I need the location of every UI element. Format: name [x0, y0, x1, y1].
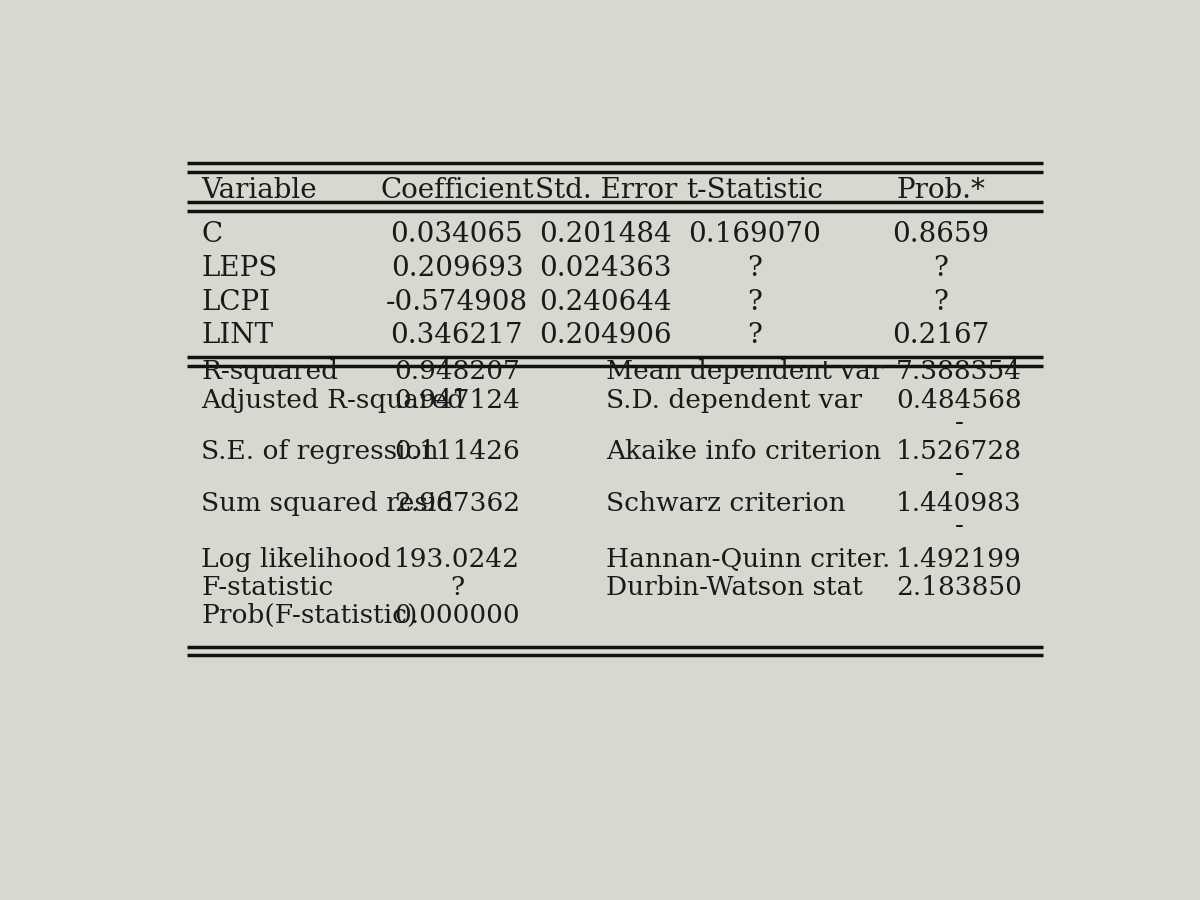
- Text: LCPI: LCPI: [202, 289, 270, 316]
- Text: ?: ?: [934, 289, 948, 316]
- Text: 0.240644: 0.240644: [540, 289, 672, 316]
- Text: S.D. dependent var: S.D. dependent var: [606, 388, 862, 413]
- Text: F-statistic: F-statistic: [202, 575, 334, 600]
- Text: 0.8659: 0.8659: [892, 220, 989, 248]
- Text: 0.169070: 0.169070: [688, 220, 821, 248]
- Text: 0.000000: 0.000000: [394, 603, 520, 628]
- Text: ?: ?: [450, 575, 464, 600]
- Text: ?: ?: [748, 255, 762, 282]
- Text: S.E. of regression: S.E. of regression: [202, 439, 439, 464]
- Text: Coefficient: Coefficient: [380, 177, 534, 204]
- Text: 2.183850: 2.183850: [896, 575, 1022, 600]
- Text: 0.948207: 0.948207: [394, 359, 520, 383]
- Text: 1.526728: 1.526728: [896, 439, 1022, 464]
- Text: Schwarz criterion: Schwarz criterion: [606, 491, 845, 516]
- Text: Hannan-Quinn criter.: Hannan-Quinn criter.: [606, 547, 890, 572]
- Text: Adjusted R-squared: Adjusted R-squared: [202, 388, 464, 413]
- Text: Durbin-Watson stat: Durbin-Watson stat: [606, 575, 863, 600]
- Text: 0.209693: 0.209693: [391, 255, 523, 282]
- Text: 0.346217: 0.346217: [390, 322, 523, 349]
- Text: 0.204906: 0.204906: [539, 322, 672, 349]
- Text: LINT: LINT: [202, 322, 274, 349]
- Text: 1.492199: 1.492199: [896, 547, 1022, 572]
- Text: ?: ?: [934, 255, 948, 282]
- Text: Log likelihood: Log likelihood: [202, 547, 391, 572]
- Text: -: -: [955, 410, 964, 435]
- Text: 0.034065: 0.034065: [390, 220, 523, 248]
- Text: 2.967362: 2.967362: [394, 491, 520, 516]
- Text: Akaike info criterion: Akaike info criterion: [606, 439, 881, 464]
- Text: t-Statistic: t-Statistic: [686, 177, 823, 204]
- Text: 7.388354: 7.388354: [896, 359, 1022, 383]
- Text: Variable: Variable: [202, 177, 317, 204]
- Text: C: C: [202, 220, 222, 248]
- Text: Prob.*: Prob.*: [896, 177, 985, 204]
- Text: Prob(F-statistic): Prob(F-statistic): [202, 603, 418, 628]
- Text: R-squared: R-squared: [202, 359, 338, 383]
- Text: 0.2167: 0.2167: [892, 322, 989, 349]
- Text: 193.0242: 193.0242: [394, 547, 520, 572]
- Text: ?: ?: [748, 322, 762, 349]
- Text: -0.574908: -0.574908: [386, 289, 528, 316]
- Text: Sum squared resid: Sum squared resid: [202, 491, 454, 516]
- Text: Mean dependent var: Mean dependent var: [606, 359, 883, 383]
- Text: 0.201484: 0.201484: [539, 220, 672, 248]
- Text: ?: ?: [748, 289, 762, 316]
- Text: 0.111426: 0.111426: [394, 439, 520, 464]
- Text: -: -: [955, 513, 964, 537]
- Text: Std. Error: Std. Error: [534, 177, 677, 204]
- Text: 1.440983: 1.440983: [896, 491, 1022, 516]
- Text: 0.484568: 0.484568: [896, 388, 1022, 413]
- Text: 0.024363: 0.024363: [540, 255, 672, 282]
- Text: -: -: [955, 462, 964, 486]
- Text: 0.947124: 0.947124: [394, 388, 520, 413]
- Text: LEPS: LEPS: [202, 255, 277, 282]
